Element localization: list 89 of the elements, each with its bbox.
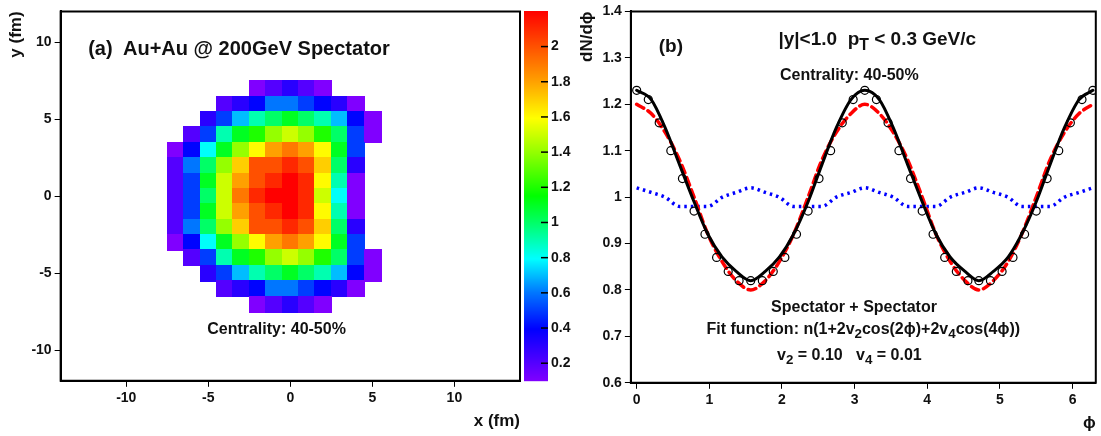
point — [723, 266, 733, 276]
y-axis-title: y (fm) — [5, 11, 25, 58]
point — [997, 266, 1007, 276]
text: |y|<1.0 p$_{T}$ < 0.3 GeV/c — [778, 28, 977, 54]
color-bar-label: 0.8 — [551, 248, 571, 265]
point — [814, 173, 824, 184]
y-tick-label: 1.2 — [602, 95, 623, 112]
y-tick-label: 1.4 — [602, 2, 623, 19]
x-tick-label: 5 — [368, 389, 377, 406]
point — [632, 85, 642, 95]
annotation: (b) — [658, 34, 684, 56]
y-tick-label: 1.3 — [602, 48, 623, 65]
point — [1077, 95, 1087, 105]
point — [734, 276, 744, 286]
x-tick-label: -5 — [202, 389, 215, 406]
point — [917, 206, 927, 216]
point — [711, 252, 722, 263]
point — [974, 276, 984, 286]
point — [848, 95, 858, 105]
annotation: (a) Au+Au @ 200GeV Spectator — [88, 37, 390, 60]
color-bar-label: 0.6 — [551, 283, 571, 300]
y-tick-label: 10 — [36, 33, 52, 50]
point — [791, 229, 802, 239]
color-bar-label: 1.2 — [551, 178, 571, 195]
point — [1020, 229, 1030, 239]
annotation: v$_{2}$ = 0.10 v$_{4}$ = 0.01 — [777, 346, 922, 368]
y-tick-label: -5 — [39, 263, 52, 280]
annotation: Spectator + Spectator — [771, 297, 937, 315]
color-bar-label: 0.4 — [551, 318, 571, 335]
x-tick-label: 10 — [446, 389, 463, 406]
y-tick-label: 0.7 — [602, 327, 623, 344]
y-tick-label: -10 — [31, 340, 52, 357]
color-bar-label: 1.4 — [551, 142, 571, 159]
x-axis-title: x (fm) — [473, 411, 520, 431]
x-tick-label: 6 — [1068, 391, 1077, 408]
color-bar-label: 1 — [551, 213, 559, 230]
x-tick-label: 2 — [778, 391, 787, 408]
x-tick-label: 0 — [632, 391, 641, 408]
point — [985, 276, 996, 286]
point — [883, 118, 893, 128]
y-axis-title: dN/dϕ — [576, 11, 596, 62]
point — [803, 206, 813, 216]
x-tick-label: 1 — [705, 391, 714, 408]
point — [643, 95, 653, 105]
annotation: Centrality: 40-50% — [780, 65, 919, 83]
y-tick-label: 0.6 — [602, 373, 623, 390]
point — [1065, 118, 1075, 128]
y-tick-label: 1.1 — [602, 141, 623, 158]
x-axis-title: ϕ — [1083, 413, 1097, 433]
point — [951, 266, 961, 276]
x-tick-label: 3 — [850, 391, 859, 408]
point — [940, 252, 950, 263]
point — [928, 229, 938, 239]
point — [700, 229, 710, 239]
annotation: Centrality: 40-50% — [207, 320, 346, 338]
point — [746, 276, 756, 286]
point — [1008, 252, 1018, 263]
point — [1042, 173, 1052, 184]
color-bar-label: 2 — [551, 37, 559, 54]
point — [1088, 85, 1096, 95]
y-tick-label: 0 — [43, 186, 52, 203]
y-tick-label: 1 — [614, 187, 623, 204]
point — [871, 95, 882, 105]
x-tick-label: 4 — [923, 391, 932, 408]
x-tick-label: -10 — [116, 389, 137, 406]
point — [826, 146, 836, 156]
point — [677, 173, 688, 184]
point — [768, 266, 778, 276]
point — [757, 276, 767, 286]
point — [894, 146, 904, 156]
y-tick-label: 0.8 — [602, 280, 623, 297]
point — [837, 118, 847, 128]
point — [1031, 206, 1041, 216]
annotation: Fit function: n(1+2v$_{2}$cos(2ϕ)+2v$_{4}$cos(4ϕ)) — [706, 320, 1021, 342]
point — [689, 206, 699, 216]
point — [963, 276, 973, 286]
point — [860, 85, 870, 95]
point — [905, 173, 916, 184]
point — [666, 146, 676, 156]
color-bar-label: 1.6 — [551, 107, 571, 124]
point — [1054, 146, 1064, 156]
x-tick-label: 0 — [286, 389, 295, 406]
point — [654, 118, 664, 128]
point — [780, 252, 790, 263]
y-tick-label: 5 — [43, 110, 52, 126]
y-tick-label: 0.9 — [602, 234, 623, 251]
color-bar-label: 1.8 — [551, 72, 571, 89]
color-bar-label: 0.2 — [551, 354, 571, 371]
x-tick-label: 5 — [996, 391, 1005, 408]
